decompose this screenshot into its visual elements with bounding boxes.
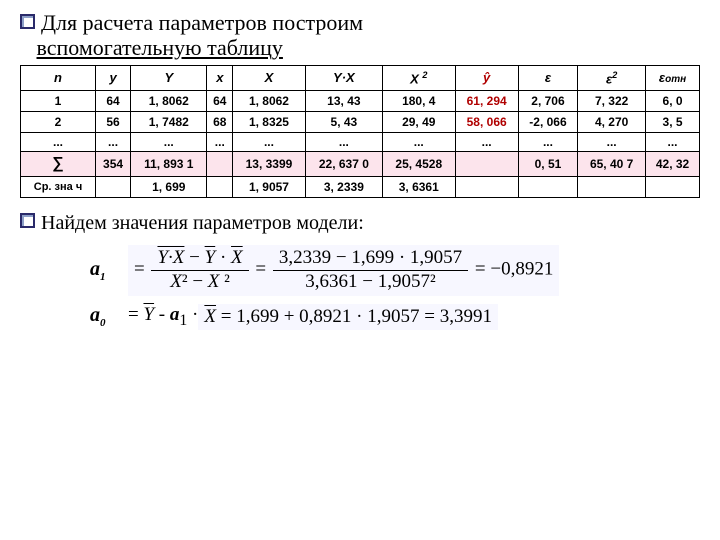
table-row-sum: ∑ 354 11, 893 1 13, 3399 22, 637 0 25, 4… — [21, 151, 700, 176]
subheading: Найдем значения параметров модели: — [20, 212, 700, 235]
table-row-avg: Ср. зна ч 1, 699 1, 9057 3, 2339 3, 6361 — [21, 176, 700, 197]
th-yhat: ŷ — [455, 65, 518, 90]
a1-label: a1 — [90, 258, 118, 283]
table-row: 2 56 1, 7482 68 1, 8325 5, 43 29, 49 58,… — [21, 111, 700, 132]
slide-title: Для расчета параметров построим вспомога… — [20, 10, 700, 61]
th-Y: Y — [131, 65, 207, 90]
bullet-icon — [20, 14, 35, 29]
header-row: n y Y x X Y·X X 2 ŷ ε ε2 εотн — [21, 65, 700, 90]
equation-a1: a1 = Y·X − Y · X X² − X ² = 3,2339 − 1,6… — [90, 245, 700, 296]
aux-table: n y Y x X Y·X X 2 ŷ ε ε2 εотн 1 64 1, 80… — [20, 65, 700, 198]
a0-formula: X = 1,699 + 0,8921 · 1,9057 = 3,3991 — [198, 304, 498, 331]
table-row-ellipsis: ... ... ... ... ... ... ... ... ... ... … — [21, 132, 700, 151]
equation-a0: a0 = Y - a1 · X = 1,699 + 0,8921 · 1,905… — [90, 304, 700, 331]
table-row: 1 64 1, 8062 64 1, 8062 13, 43 180, 4 61… — [21, 90, 700, 111]
a0-text: = Y - a1 · — [128, 304, 198, 330]
th-X: X — [233, 65, 306, 90]
bullet-icon — [20, 213, 35, 228]
th-n: n — [21, 65, 96, 90]
a0-label: a0 — [90, 304, 118, 329]
th-YX: Y·X — [305, 65, 382, 90]
a1-formula: = Y·X − Y · X X² − X ² = 3,2339 − 1,699 … — [128, 245, 559, 296]
th-eps2: ε2 — [578, 65, 646, 90]
title-line1: Для расчета параметров построим — [41, 10, 363, 35]
th-epsrel: εотн — [646, 65, 700, 90]
th-y: y — [96, 65, 131, 90]
title-line2: вспомогательную таблицу — [37, 35, 283, 60]
equations-block: a1 = Y·X − Y · X X² − X ² = 3,2339 − 1,6… — [90, 245, 700, 330]
th-X2: X 2 — [382, 65, 455, 90]
th-eps: ε — [518, 65, 577, 90]
th-x: x — [207, 65, 233, 90]
